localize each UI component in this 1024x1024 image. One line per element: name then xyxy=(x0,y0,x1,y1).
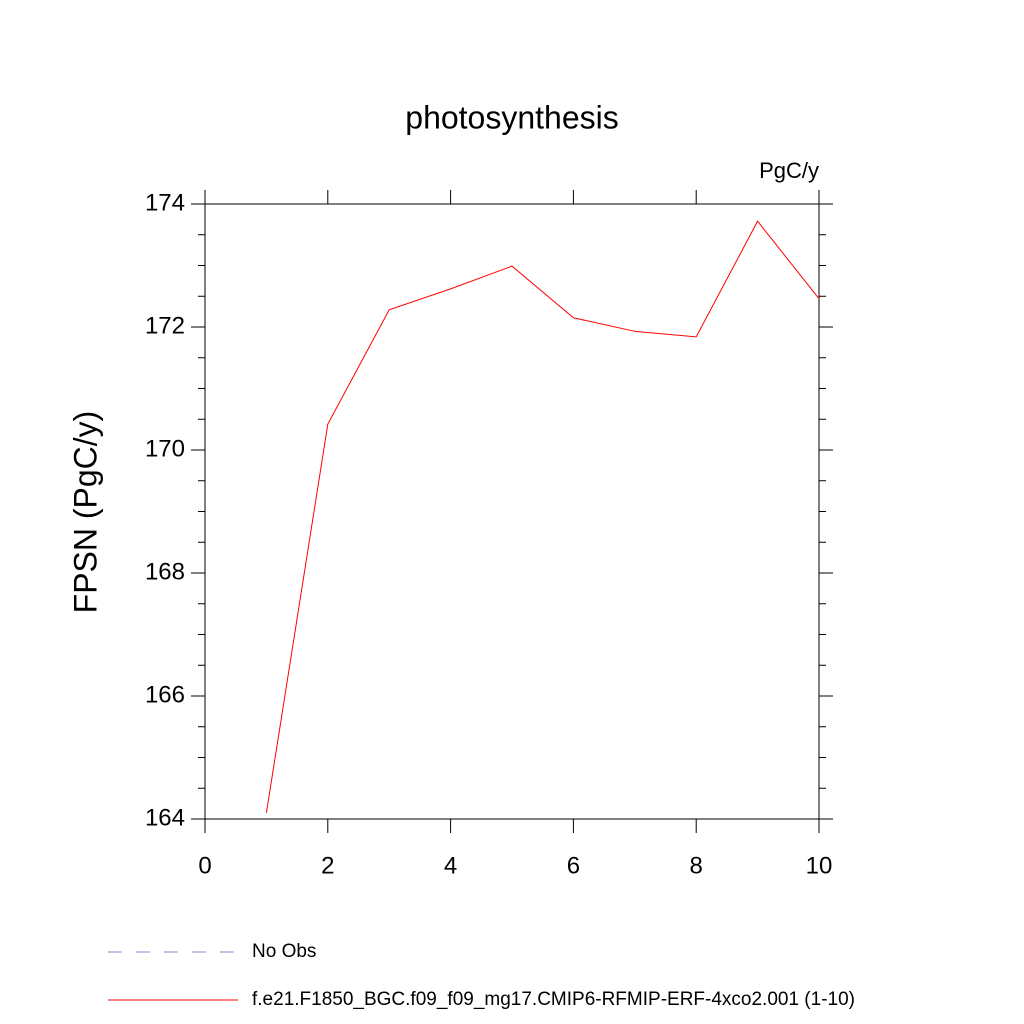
y-axis-label: FPSN (PgC/y) xyxy=(67,411,103,614)
y-tick-label: 168 xyxy=(145,558,185,585)
legend-label: f.e21.F1850_BGC.f09_f09_mg17.CMIP6-RFMIP… xyxy=(252,989,855,1010)
x-tick-label: 8 xyxy=(690,852,703,879)
y-tick-label: 174 xyxy=(145,189,185,216)
legend-label: No Obs xyxy=(252,941,316,962)
x-tick-label: 4 xyxy=(444,852,457,879)
y-tick-label: 170 xyxy=(145,435,185,462)
units-label: PgC/y xyxy=(759,158,819,183)
x-tick-label: 6 xyxy=(567,852,580,879)
y-tick-label: 164 xyxy=(145,804,185,831)
x-tick-label: 10 xyxy=(806,852,833,879)
chart-title: photosynthesis xyxy=(405,99,618,135)
y-tick-label: 172 xyxy=(145,312,185,339)
series-line xyxy=(265,220,820,813)
x-tick-label: 0 xyxy=(198,852,211,879)
y-tick-label: 166 xyxy=(145,681,185,708)
plot-border xyxy=(204,203,820,820)
x-tick-label: 2 xyxy=(321,852,334,879)
